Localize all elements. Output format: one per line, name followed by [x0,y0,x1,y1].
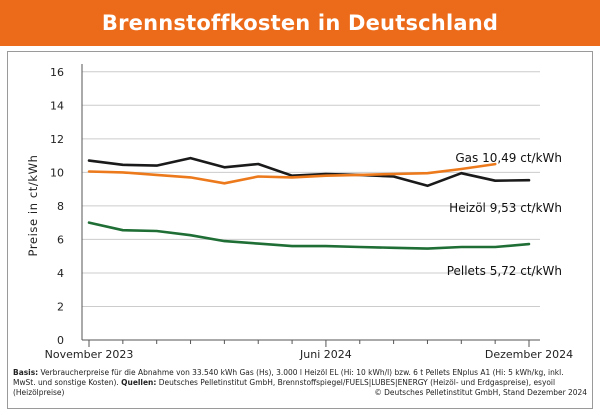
y-tick-label-10: 10 [50,166,64,179]
basis-note: Basis: Verbraucherpreise für die Abnahme… [13,367,587,397]
series-line-heizoel [87,156,531,188]
series-line-gas [87,162,497,185]
sources-label: Quellen: [121,377,157,387]
y-tick-label-12: 12 [50,133,64,146]
basis-text: Verbraucherpreise für die Abnahme von 33… [13,367,564,387]
y-tick-label-16: 16 [50,66,64,79]
y-tick-label-8: 8 [57,200,64,213]
chart-footer: Basis: Verbraucherpreise für die Abnahme… [13,367,587,397]
series-line-pellets [87,221,531,250]
x-tick-label-0: November 2023 [45,348,134,361]
sources-text: Deutsches Pelletinstitut GmbH, Brennstof… [13,377,556,397]
chart-title: Brennstoffkosten in Deutschland [101,11,499,35]
title-banner: Brennstoffkosten in Deutschland [0,0,600,46]
y-tick-label-14: 14 [50,99,64,112]
y-tick-label-2: 2 [57,300,64,313]
y-axis-label: Preise in ct/kWh [26,155,40,257]
copyright-note: © Deutsches Pelletinstitut GmbH, Stand D… [374,387,587,397]
y-tick-label-6: 6 [57,233,64,246]
series-label-gas: Gas 10,49 ct/kWh [455,151,562,165]
basis-label: Basis: [13,367,39,377]
x-tick-label-1: Juni 2024 [299,348,352,361]
x-tick-label-2: Dezember 2024 [485,348,573,361]
y-tick-label-0: 0 [57,334,64,347]
series-label-heizoel: Heizöl 9,53 ct/kWh [449,201,562,215]
y-tick-label-4: 4 [57,267,64,280]
chart-frame [7,51,593,409]
series-label-pellets: Pellets 5,72 ct/kWh [447,264,562,278]
